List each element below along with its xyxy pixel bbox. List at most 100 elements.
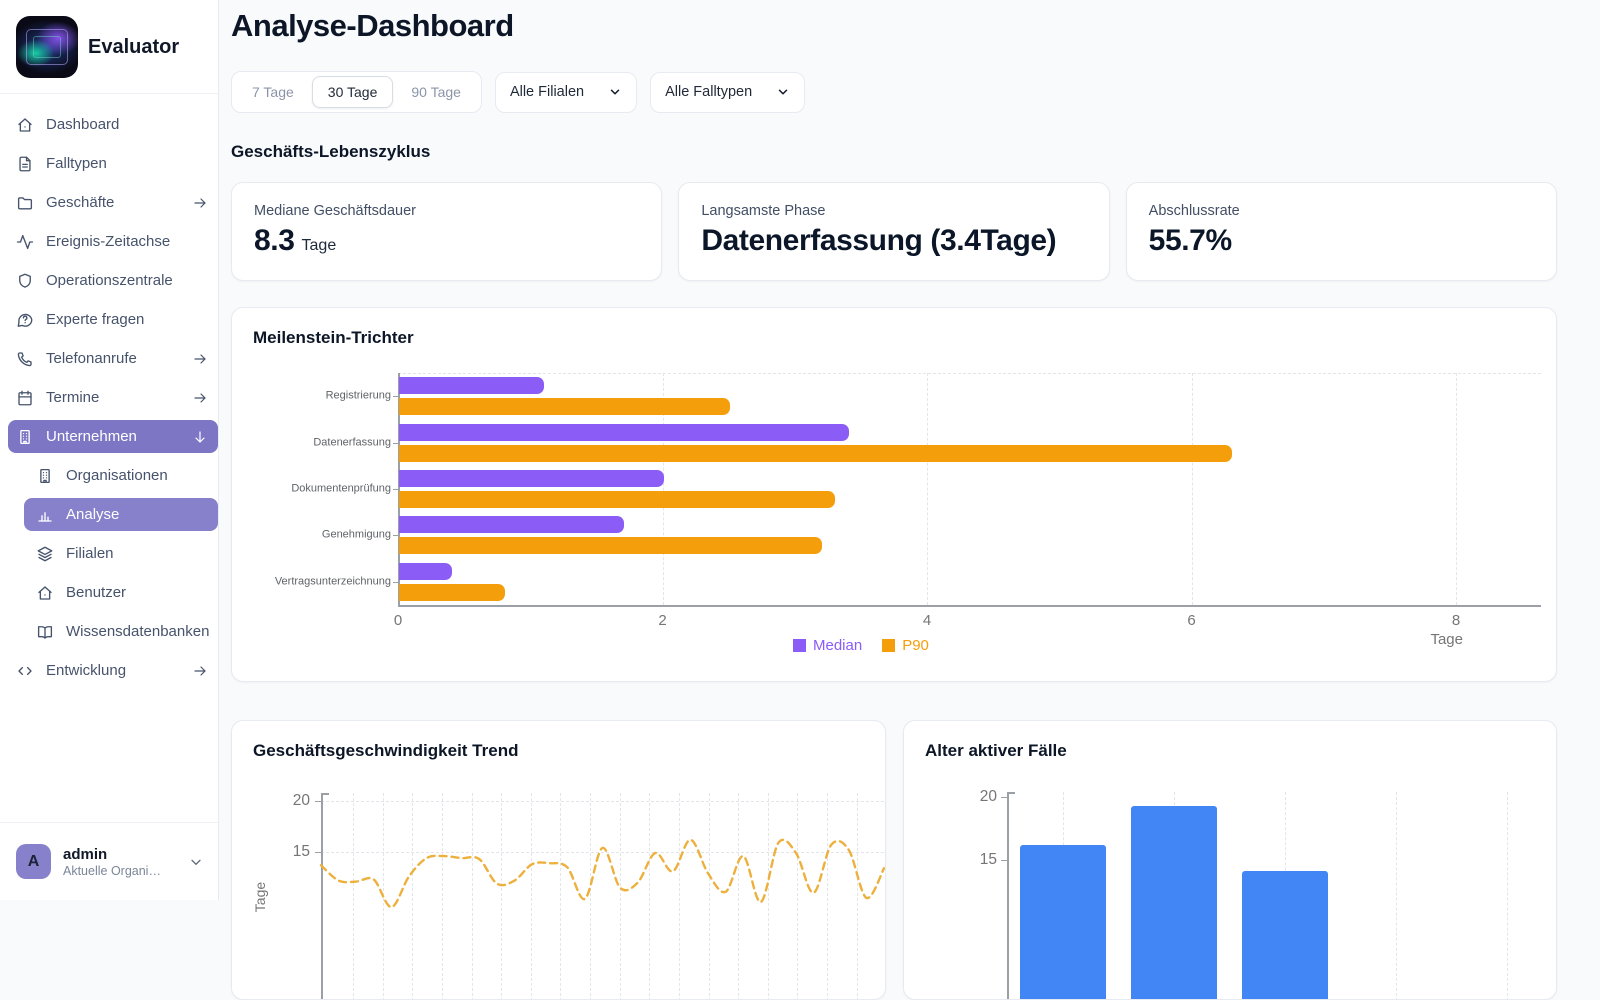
user-meta: admin Aktuelle Organi… [63,846,161,878]
active-case-age-chart: 20 15 [904,721,1556,999]
sidebar-item-label: Telefonanrufe [46,350,137,367]
book-icon [36,623,54,641]
gridline [1395,792,1397,999]
sidebar-item-benutzer[interactable]: Benutzer [24,576,218,609]
kpi-label: Abschlussrate [1148,203,1240,219]
bar-chart-icon [36,506,54,524]
legend-swatch [882,639,896,652]
gridline [353,793,354,999]
x-tick-label: 6 [1187,612,1196,629]
calendar-icon [16,389,34,407]
velocity-trend-card: Geschäftsgeschwindigkeit Trend 20 15 Tage [231,720,886,1000]
category-label: Registrierung [325,389,391,402]
range-button-30-tage[interactable]: 30 Tage [311,76,394,108]
arrow-down-icon [192,429,208,445]
category-tick [393,535,398,537]
legend-swatch [793,639,806,652]
user-menu[interactable]: A admin Aktuelle Organi… [0,822,218,900]
trend-line [319,838,885,909]
median-bar [399,516,624,534]
gridline [767,793,769,999]
gridline [560,793,562,999]
select-chevron-icon [778,89,788,95]
kpi-value-row: 8.3 Tage [254,224,639,258]
range-button-90-tage[interactable]: 90 Tage [395,76,477,108]
branch-filter-select[interactable]: Alle Filialen [494,71,638,113]
median-bar [399,562,452,580]
age-bar [1019,844,1106,999]
folder-icon [16,194,34,212]
gridline [441,793,443,999]
sidebar-item-telefonanrufe[interactable]: Telefonanrufe [8,342,218,375]
branch-filter-value: Alle Filialen [509,84,585,100]
gridline [678,793,680,999]
p90-bar [399,537,823,555]
gridline [1506,792,1508,999]
sidebar-item-label: Dashboard [46,116,120,133]
arrow-right-icon [192,351,208,367]
code-icon [16,662,34,680]
sidebar-item-organisationen[interactable]: Organisationen [24,459,218,492]
phone-icon [16,350,34,368]
user-name: admin [63,845,108,863]
sidebar-item-experte-fragen[interactable]: Experte fragen [8,303,218,336]
sidebar-item-ereignis-zeitachse[interactable]: Ereignis-Zeitachse [8,225,218,258]
gridline [412,793,414,999]
sidebar-item-falltypen[interactable]: Falltypen [8,147,218,180]
sidebar-item-operationszentrale[interactable]: Operationszentrale [8,264,218,297]
gridline [649,793,651,999]
select-chevron-icon [610,89,620,95]
range-button-7-tage[interactable]: 7 Tage [236,76,310,108]
gridline [708,793,710,999]
y-axis-line [1007,792,1009,999]
sidebar-item-entwicklung[interactable]: Entwicklung [8,654,218,687]
gridline [501,793,503,999]
y-axis-line [321,793,323,999]
y-tick-label: 20 [979,788,997,805]
sidebar-item-label: Experte fragen [46,311,145,328]
active-case-age-card: Alter aktiver Fälle 20 15 [903,720,1557,1000]
app-logo [16,16,78,78]
median-bar [399,470,664,487]
sidebar-item-termine[interactable]: Termine [8,381,218,414]
legend-label: P90 [902,637,929,654]
sidebar-item-wissensdatenbanken[interactable]: Wissensdatenbanken [24,615,218,648]
sidebar-divider [0,93,218,94]
axis-top-tick [321,793,329,795]
gridline [619,793,621,999]
sidebar-item-label: Falltypen [46,155,107,172]
kpi-card-abschlussrate: Abschlussrate 55.7% [1125,182,1557,281]
y-tick-label: 15 [292,843,310,860]
sidebar-item-label: Ereignis-Zeitachse [46,233,171,250]
sidebar-item-dashboard[interactable]: Dashboard [8,108,218,141]
p90-bar [399,491,836,508]
sidebar-item-geschäfte[interactable]: Geschäfte [8,186,218,219]
axis-top-tick [1007,792,1015,794]
sidebar-item-label: Organisationen [66,467,168,484]
casetype-filter-select[interactable]: Alle Falltypen [650,71,806,113]
median-bar [399,423,849,441]
kpi-value: 55.7% [1148,224,1232,257]
casetype-filter-value: Alle Falltypen [665,84,753,100]
sidebar-item-label: Unternehmen [46,428,137,445]
category-label: Vertragsunterzeichnung [274,575,391,588]
legend-item-p90: P90 [882,637,929,654]
velocity-trend-chart: 20 15 Tage [232,721,885,999]
y-tick [1001,860,1007,861]
category-label: Dokumentenprüfung [291,482,391,495]
arrow-right-icon [192,390,208,406]
user-organization: Aktuelle Organi… [63,863,161,878]
sidebar-item-label: Wissensdatenbanken [66,623,210,640]
trend-chart-title: Geschäftsgeschwindigkeit Trend [253,741,519,760]
sidebar-item-filialen[interactable]: Filialen [24,537,218,570]
sidebar-item-analyse[interactable]: Analyse [24,498,218,531]
file-icon [16,155,34,173]
chevron-down-icon[interactable] [188,854,204,870]
age-bar [1130,805,1217,999]
category-tick [393,489,398,490]
gridline [738,793,740,999]
arrow-right-icon [192,195,208,211]
category-tick [393,396,398,398]
kpi-unit: Tage [301,237,337,254]
sidebar-item-unternehmen[interactable]: Unternehmen [8,420,218,453]
